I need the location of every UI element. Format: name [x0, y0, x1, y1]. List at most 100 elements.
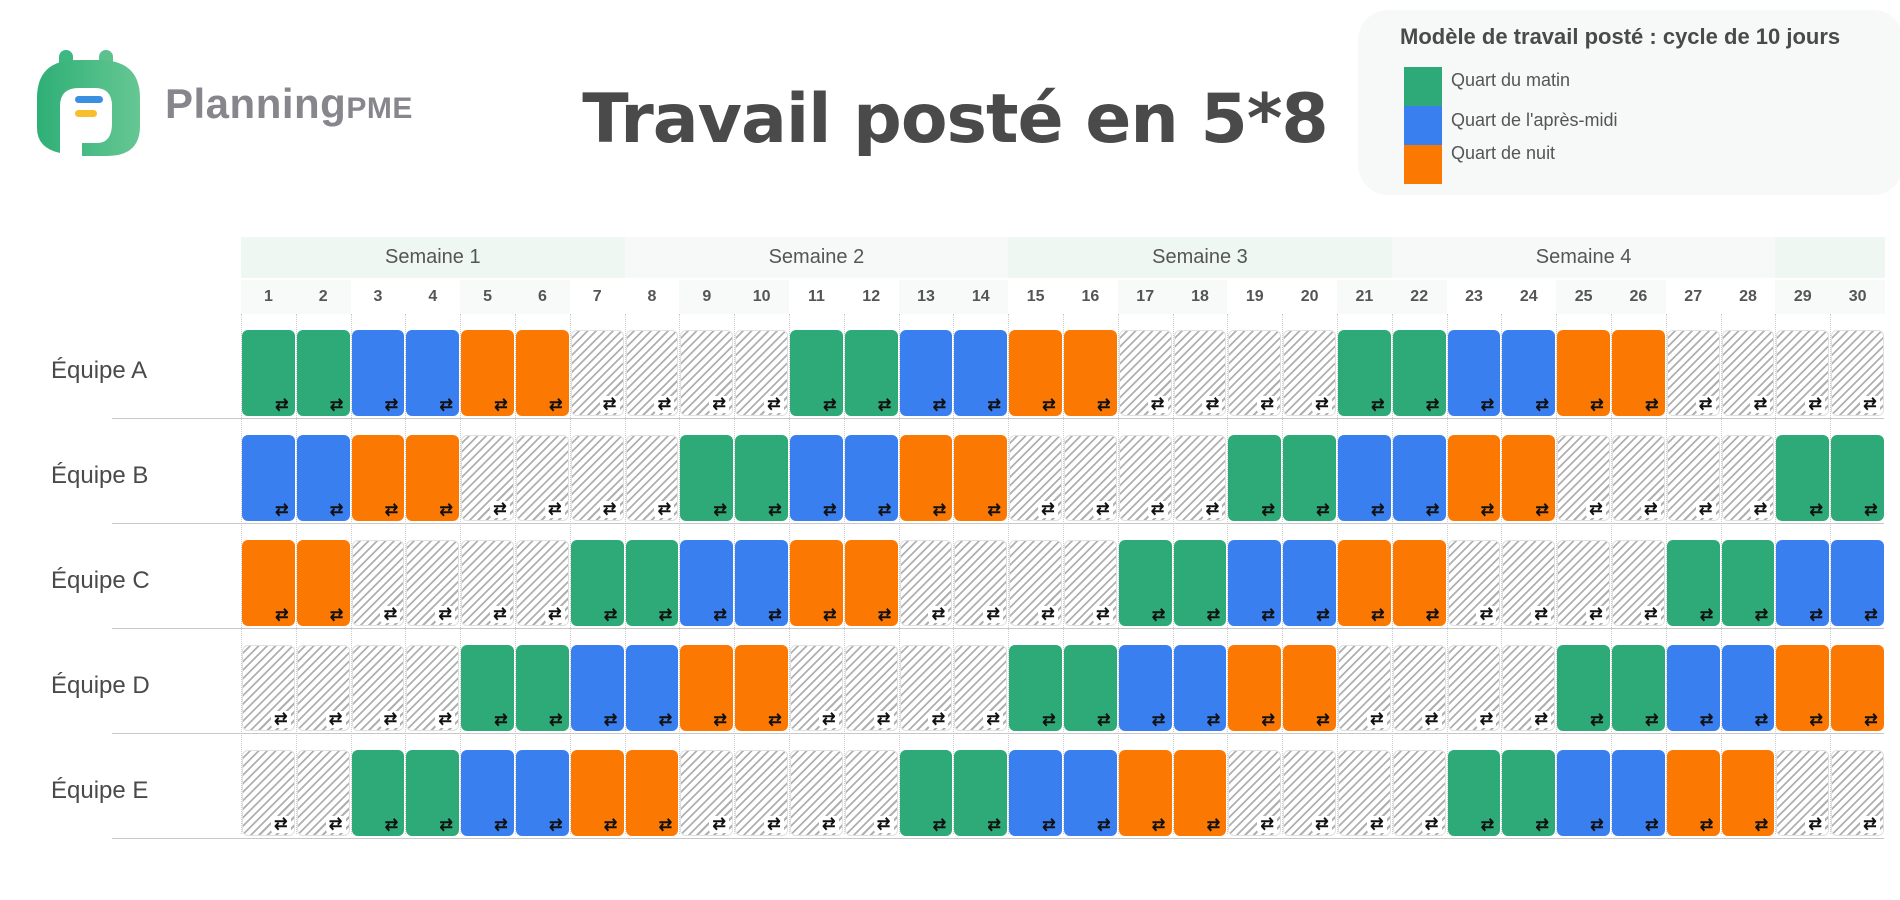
- swap-arrows-icon[interactable]: ⇄: [380, 606, 401, 623]
- swap-arrows-icon[interactable]: ⇄: [713, 712, 727, 729]
- swap-arrows-icon[interactable]: ⇄: [928, 606, 949, 623]
- swap-arrows-icon[interactable]: ⇄: [1590, 397, 1604, 414]
- swap-arrows-icon[interactable]: ⇄: [599, 501, 620, 518]
- swap-arrows-icon[interactable]: ⇄: [1371, 397, 1385, 414]
- swap-arrows-icon[interactable]: ⇄: [658, 817, 673, 834]
- swap-arrows-icon[interactable]: ⇄: [1645, 817, 1659, 834]
- swap-arrows-icon[interactable]: ⇄: [983, 606, 1004, 623]
- swap-arrows-icon[interactable]: ⇄: [1366, 816, 1387, 833]
- swap-arrows-icon[interactable]: ⇄: [823, 607, 837, 624]
- swap-arrows-icon[interactable]: ⇄: [599, 396, 620, 413]
- swap-arrows-icon[interactable]: ⇄: [1316, 712, 1330, 729]
- swap-arrows-icon[interactable]: ⇄: [1864, 712, 1878, 729]
- swap-arrows-icon[interactable]: ⇄: [325, 711, 346, 728]
- swap-arrows-icon[interactable]: ⇄: [384, 397, 399, 414]
- swap-arrows-icon[interactable]: ⇄: [1695, 396, 1716, 413]
- swap-arrows-icon[interactable]: ⇄: [549, 817, 563, 834]
- swap-arrows-icon[interactable]: ⇄: [768, 502, 782, 519]
- swap-arrows-icon[interactable]: ⇄: [329, 502, 344, 519]
- swap-arrows-icon[interactable]: ⇄: [1092, 606, 1113, 623]
- swap-arrows-icon[interactable]: ⇄: [1257, 816, 1278, 833]
- swap-arrows-icon[interactable]: ⇄: [932, 397, 947, 414]
- swap-arrows-icon[interactable]: ⇄: [709, 396, 730, 413]
- swap-arrows-icon[interactable]: ⇄: [1206, 817, 1221, 834]
- swap-arrows-icon[interactable]: ⇄: [275, 397, 289, 414]
- swap-arrows-icon[interactable]: ⇄: [1421, 816, 1442, 833]
- swap-arrows-icon[interactable]: ⇄: [1645, 397, 1659, 414]
- swap-arrows-icon[interactable]: ⇄: [658, 607, 673, 624]
- swap-arrows-icon[interactable]: ⇄: [1206, 712, 1221, 729]
- swap-arrows-icon[interactable]: ⇄: [1316, 502, 1330, 519]
- swap-arrows-icon[interactable]: ⇄: [987, 397, 1001, 414]
- swap-arrows-icon[interactable]: ⇄: [435, 711, 456, 728]
- swap-arrows-icon[interactable]: ⇄: [932, 502, 947, 519]
- swap-arrows-icon[interactable]: ⇄: [1147, 501, 1168, 518]
- swap-arrows-icon[interactable]: ⇄: [1590, 712, 1604, 729]
- swap-arrows-icon[interactable]: ⇄: [1699, 607, 1714, 624]
- swap-arrows-icon[interactable]: ⇄: [928, 711, 949, 728]
- swap-arrows-icon[interactable]: ⇄: [329, 397, 344, 414]
- swap-arrows-icon[interactable]: ⇄: [270, 711, 291, 728]
- swap-arrows-icon[interactable]: ⇄: [1261, 502, 1275, 519]
- swap-arrows-icon[interactable]: ⇄: [270, 816, 291, 833]
- swap-arrows-icon[interactable]: ⇄: [1535, 397, 1549, 414]
- swap-arrows-icon[interactable]: ⇄: [329, 607, 344, 624]
- swap-arrows-icon[interactable]: ⇄: [1261, 712, 1275, 729]
- swap-arrows-icon[interactable]: ⇄: [1311, 816, 1332, 833]
- swap-arrows-icon[interactable]: ⇄: [987, 817, 1001, 834]
- swap-arrows-icon[interactable]: ⇄: [1590, 817, 1604, 834]
- swap-arrows-icon[interactable]: ⇄: [494, 712, 508, 729]
- swap-arrows-icon[interactable]: ⇄: [1585, 606, 1606, 623]
- swap-arrows-icon[interactable]: ⇄: [1425, 607, 1440, 624]
- swap-arrows-icon[interactable]: ⇄: [549, 397, 563, 414]
- swap-arrows-icon[interactable]: ⇄: [654, 501, 675, 518]
- swap-arrows-icon[interactable]: ⇄: [1316, 607, 1330, 624]
- swap-arrows-icon[interactable]: ⇄: [275, 502, 289, 519]
- swap-arrows-icon[interactable]: ⇄: [1531, 711, 1552, 728]
- swap-arrows-icon[interactable]: ⇄: [489, 606, 510, 623]
- swap-arrows-icon[interactable]: ⇄: [1151, 607, 1166, 624]
- swap-arrows-icon[interactable]: ⇄: [1805, 816, 1826, 833]
- swap-arrows-icon[interactable]: ⇄: [544, 606, 565, 623]
- swap-arrows-icon[interactable]: ⇄: [1695, 501, 1716, 518]
- swap-arrows-icon[interactable]: ⇄: [1371, 607, 1385, 624]
- swap-arrows-icon[interactable]: ⇄: [1859, 816, 1880, 833]
- swap-arrows-icon[interactable]: ⇄: [1425, 502, 1440, 519]
- swap-arrows-icon[interactable]: ⇄: [1311, 396, 1332, 413]
- swap-arrows-icon[interactable]: ⇄: [1750, 501, 1771, 518]
- swap-arrows-icon[interactable]: ⇄: [1809, 607, 1823, 624]
- swap-arrows-icon[interactable]: ⇄: [1585, 501, 1606, 518]
- swap-arrows-icon[interactable]: ⇄: [1476, 711, 1497, 728]
- swap-arrows-icon[interactable]: ⇄: [768, 712, 782, 729]
- swap-arrows-icon[interactable]: ⇄: [1097, 397, 1111, 414]
- swap-arrows-icon[interactable]: ⇄: [983, 711, 1004, 728]
- swap-arrows-icon[interactable]: ⇄: [1151, 817, 1166, 834]
- swap-arrows-icon[interactable]: ⇄: [658, 712, 673, 729]
- swap-arrows-icon[interactable]: ⇄: [1531, 606, 1552, 623]
- swap-arrows-icon[interactable]: ⇄: [439, 397, 453, 414]
- swap-arrows-icon[interactable]: ⇄: [877, 397, 892, 414]
- swap-arrows-icon[interactable]: ⇄: [987, 502, 1001, 519]
- swap-arrows-icon[interactable]: ⇄: [1535, 817, 1549, 834]
- swap-arrows-icon[interactable]: ⇄: [1805, 396, 1826, 413]
- swap-arrows-icon[interactable]: ⇄: [1750, 396, 1771, 413]
- swap-arrows-icon[interactable]: ⇄: [1151, 712, 1166, 729]
- swap-arrows-icon[interactable]: ⇄: [823, 397, 837, 414]
- swap-arrows-icon[interactable]: ⇄: [1699, 817, 1714, 834]
- swap-arrows-icon[interactable]: ⇄: [1480, 397, 1495, 414]
- swap-arrows-icon[interactable]: ⇄: [1809, 502, 1823, 519]
- swap-arrows-icon[interactable]: ⇄: [549, 712, 563, 729]
- swap-arrows-icon[interactable]: ⇄: [877, 607, 892, 624]
- swap-arrows-icon[interactable]: ⇄: [1645, 712, 1659, 729]
- swap-arrows-icon[interactable]: ⇄: [494, 397, 508, 414]
- swap-arrows-icon[interactable]: ⇄: [1097, 712, 1111, 729]
- swap-arrows-icon[interactable]: ⇄: [1859, 396, 1880, 413]
- swap-arrows-icon[interactable]: ⇄: [873, 816, 894, 833]
- swap-arrows-icon[interactable]: ⇄: [1640, 501, 1661, 518]
- swap-arrows-icon[interactable]: ⇄: [818, 711, 839, 728]
- swap-arrows-icon[interactable]: ⇄: [1535, 502, 1549, 519]
- swap-arrows-icon[interactable]: ⇄: [1257, 396, 1278, 413]
- swap-arrows-icon[interactable]: ⇄: [763, 396, 784, 413]
- swap-arrows-icon[interactable]: ⇄: [1640, 606, 1661, 623]
- swap-arrows-icon[interactable]: ⇄: [1092, 501, 1113, 518]
